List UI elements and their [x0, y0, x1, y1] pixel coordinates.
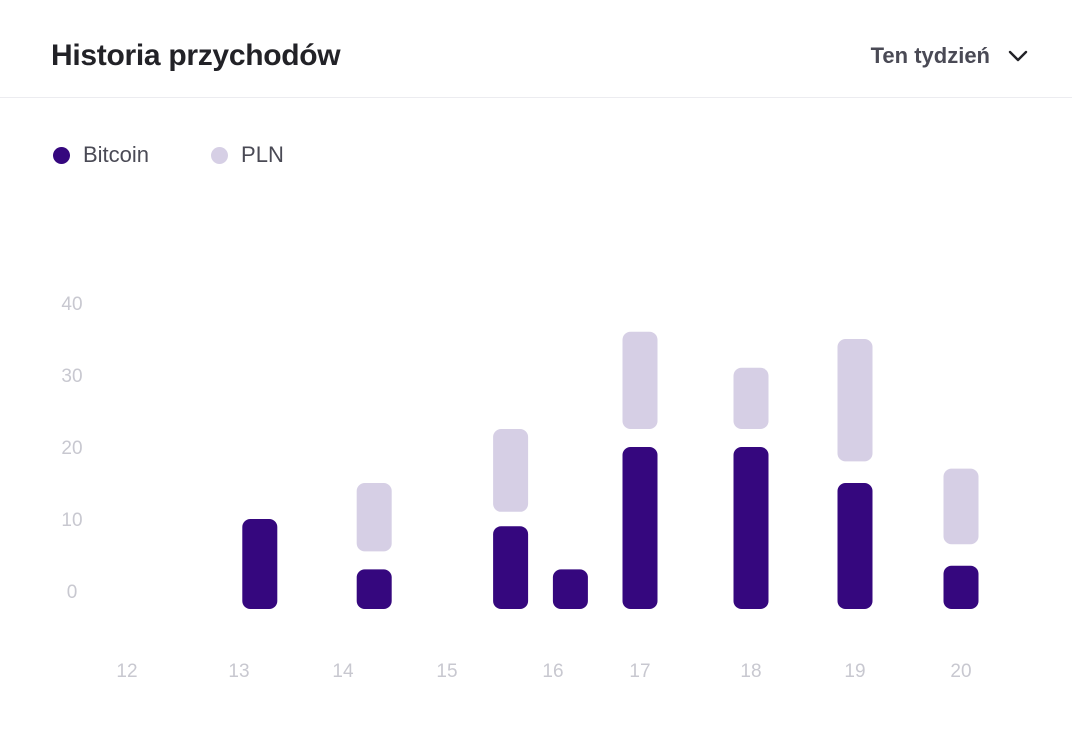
- x-tick-label: 20: [950, 661, 971, 682]
- bar-pln[interactable]: [733, 367, 769, 429]
- bar-bitcoin[interactable]: [552, 569, 588, 609]
- bar-bitcoin[interactable]: [356, 569, 392, 609]
- x-tick-label: 18: [740, 661, 761, 682]
- card-header: Historia przychodów Ten tydzień: [0, 0, 1072, 98]
- bar-bitcoin[interactable]: [733, 447, 769, 609]
- period-dropdown-label: Ten tydzień: [870, 43, 990, 68]
- legend-dot-pln: [211, 146, 229, 164]
- bar-pln[interactable]: [943, 468, 979, 545]
- period-dropdown[interactable]: Ten tydzień: [871, 38, 1028, 74]
- bar-bitcoin[interactable]: [242, 519, 278, 609]
- x-tick-label: 15: [436, 661, 457, 682]
- page-title: Historia przychodów: [51, 39, 341, 72]
- bar-bitcoin[interactable]: [837, 483, 873, 609]
- legend-item-pln[interactable]: PLN: [211, 142, 284, 168]
- bar-pln[interactable]: [622, 331, 658, 429]
- x-tick-label: 12: [116, 661, 137, 682]
- legend-label-pln: PLN: [241, 142, 284, 167]
- legend-label-bitcoin: Bitcoin: [83, 142, 150, 167]
- legend-dot-bitcoin: [53, 146, 70, 164]
- bar-bitcoin[interactable]: [493, 526, 529, 609]
- y-tick-label: 10: [61, 510, 82, 531]
- bar-pln[interactable]: [356, 483, 392, 552]
- x-tick-label: 13: [228, 661, 249, 682]
- x-tick-label: 19: [844, 661, 865, 682]
- x-tick-label: 16: [542, 661, 563, 682]
- y-tick-label: 0: [67, 582, 78, 603]
- y-tick-label: 40: [61, 294, 82, 315]
- x-tick-label: 17: [629, 661, 650, 682]
- bar-pln[interactable]: [493, 429, 529, 512]
- bar-bitcoin[interactable]: [622, 447, 658, 609]
- x-tick-label: 14: [332, 661, 354, 682]
- legend-item-bitcoin[interactable]: Bitcoin: [53, 142, 149, 168]
- y-tick-label: 20: [61, 438, 82, 459]
- chart-legend: Bitcoin PLN: [53, 142, 346, 168]
- y-tick-label: 30: [61, 366, 82, 387]
- bar-pln[interactable]: [837, 339, 873, 462]
- chevron-down-icon: [1008, 46, 1028, 66]
- bar-bitcoin[interactable]: [943, 565, 979, 609]
